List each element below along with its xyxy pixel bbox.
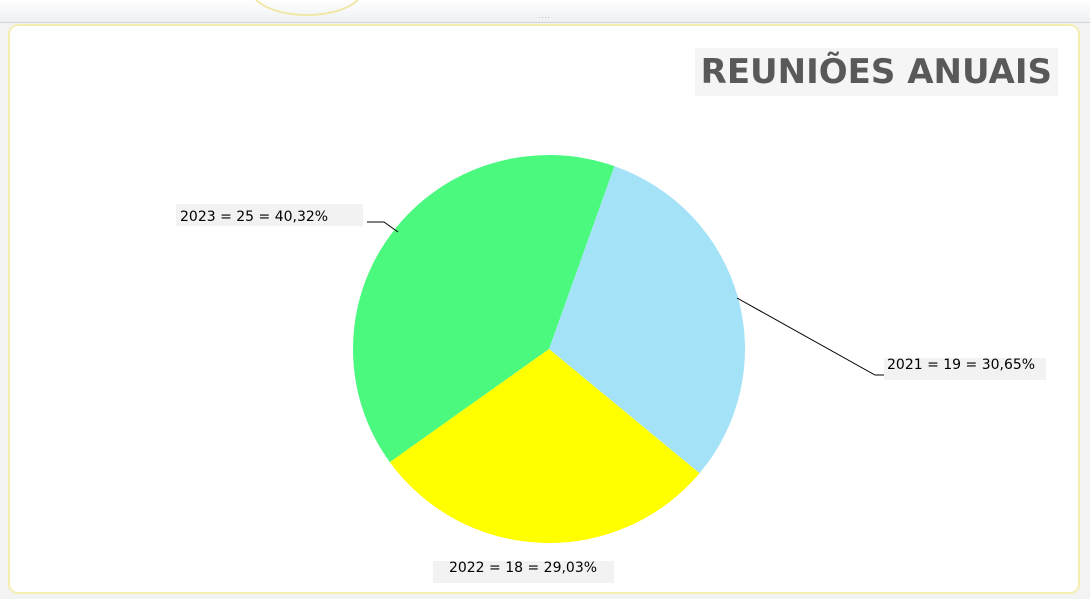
data-label-background-2022 <box>433 561 614 583</box>
leader-line-2023 <box>367 221 399 233</box>
data-label-background-2021 <box>884 358 1046 380</box>
data-label-2022: 2022 = 18 = 29,03% <box>449 560 597 576</box>
pie-slice-2022 <box>389 349 700 543</box>
pie-slice-2021 <box>549 166 745 474</box>
pie-slice-2023 <box>352 154 615 463</box>
window-top-bar: .... <box>0 0 1090 23</box>
chart-title: REUNIÕES ANUAIS <box>694 48 1058 96</box>
data-label-2023: 2023 = 25 = 40,32% <box>180 209 328 225</box>
leader-line-2021 <box>736 297 886 376</box>
resize-grip-icon[interactable]: .... <box>538 12 551 20</box>
data-label-2021: 2021 = 19 = 30,65% <box>887 357 1035 373</box>
data-label-background-2023 <box>176 204 363 226</box>
